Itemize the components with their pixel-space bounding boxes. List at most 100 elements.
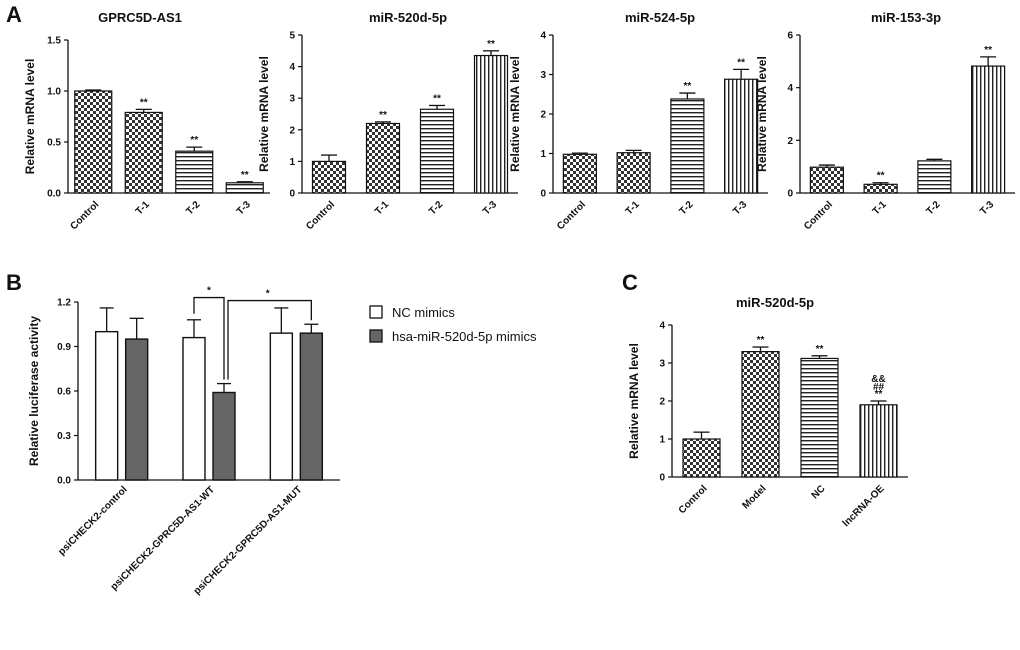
category-label: T-3 (731, 199, 749, 217)
category-label: T-2 (677, 199, 695, 217)
bar-t-3 (473, 54, 509, 194)
chart-title: miR-524-5p (625, 10, 695, 25)
bar-control (809, 166, 844, 194)
category-label: psiCHECK2-control (56, 484, 130, 558)
category-label: T-1 (134, 199, 152, 217)
y-tick-label: 0.9 (57, 342, 71, 353)
significance-mark: ** (984, 45, 992, 56)
bar-t-2 (175, 150, 214, 194)
y-tick-label: 0.5 (47, 138, 61, 149)
category-label: psiCHECK2-GPRC5D-AS1-WT (109, 484, 217, 592)
category-label: T-2 (427, 199, 445, 217)
bar-psicheck2-gprc5d-as1-wt-nc-mimics (182, 336, 206, 481)
category-label: T-3 (481, 199, 499, 217)
y-tick-label: 4 (659, 321, 665, 332)
bar-psicheck2-control-hsa-mir-520d-5p-mimics (124, 338, 149, 481)
bar-t-2 (419, 108, 455, 194)
y-tick-label: 1 (659, 435, 665, 446)
significance-mark-hash: ## (873, 382, 885, 393)
category-label: T-1 (871, 199, 889, 217)
category-label: T-2 (924, 199, 942, 217)
panel-label-a: A (6, 2, 22, 27)
significance-mark: ** (241, 170, 249, 181)
legend-label-hsa-mir-520d-5p-mimics: hsa-miR-520d-5p mimics (392, 329, 537, 344)
bar-lncrna-oe (859, 404, 898, 478)
category-label: lncRNA-OE (841, 483, 887, 529)
legend-swatch-nc-mimics (369, 305, 383, 319)
chart-mir-520d-5p: miR-520d-5p 0 1 2 3 4 5 Relative mRNA level Cont… (257, 10, 518, 232)
significance-mark: ** (875, 389, 883, 400)
y-tick-label: 0.0 (57, 476, 71, 487)
category-label: NC (810, 483, 828, 501)
bar-psicheck2-control-nc-mimics (94, 330, 119, 481)
bracket-label: * (266, 289, 270, 300)
significance-mark: ** (190, 135, 198, 146)
y-tick-label: 6 (787, 31, 793, 42)
category-label: T-3 (235, 199, 253, 217)
significance-mark: ** (433, 93, 441, 104)
chart-gprc5d-as1: GPRC5D-AS1 0.0 0.5 1.0 1.5 Relative mRNA leve… (23, 10, 270, 232)
chart-mir-520d-5p-c: miR-520d-5p 0 1 2 3 4 Relative mRNA level Contr… (627, 295, 908, 529)
category-label: T-1 (373, 199, 391, 217)
chart-title: miR-520d-5p (736, 295, 814, 310)
significance-mark: ** (379, 110, 387, 121)
bar-t-1 (863, 183, 898, 194)
y-tick-label: 3 (289, 94, 295, 105)
y-tick-label: 4 (787, 83, 793, 94)
significance-bracket (227, 299, 312, 380)
y-tick-label: 1.0 (47, 87, 61, 98)
bar-t-1 (365, 122, 401, 194)
y-tick-label: 4 (540, 31, 546, 42)
y-tick-label: 3 (659, 359, 665, 370)
y-tick-label: 0 (659, 473, 665, 484)
panel-label-b: B (6, 270, 22, 295)
significance-mark: ** (140, 97, 148, 108)
y-axis-title: Relative mRNA level (627, 343, 641, 459)
bar-control (74, 90, 113, 194)
chart-title: miR-520d-5p (369, 10, 447, 25)
y-tick-label: 0 (787, 189, 793, 200)
y-tick-label: 0 (289, 189, 295, 200)
y-tick-label: 4 (289, 62, 295, 73)
category-label: Control (555, 199, 588, 232)
bar-t-3 (724, 78, 759, 194)
significance-mark: ** (683, 81, 691, 92)
y-tick-label: 1 (540, 149, 546, 160)
bar-nc (800, 357, 839, 478)
y-tick-label: 2 (540, 110, 546, 121)
significance-mark: ** (737, 57, 745, 68)
bar-model (741, 351, 780, 478)
y-tick-label: 3 (540, 70, 546, 81)
category-label: Control (68, 199, 101, 232)
bar-control (562, 153, 597, 194)
y-axis-title: Relative mRNA level (257, 56, 271, 172)
y-tick-label: 0.0 (47, 189, 61, 200)
chart-title: miR-153-3p (871, 10, 941, 25)
bar-t-3 (971, 65, 1006, 194)
y-tick-label: 2 (289, 125, 295, 136)
chart-mir-153-3p: miR-153-3p 0 2 4 6 Relative mRNA level Control… (755, 10, 1015, 232)
bar-t-2 (670, 98, 705, 194)
bar-t-2 (917, 160, 952, 194)
y-axis-title: Relative mRNA level (755, 56, 769, 172)
y-tick-label: 0.6 (57, 387, 71, 398)
y-axis-title: Relative luciferase activity (27, 316, 41, 466)
category-label: Control (304, 199, 337, 232)
bar-control (682, 438, 721, 478)
y-axis-title: Relative mRNA level (23, 59, 37, 175)
legend-swatch-hsa-mir-520d-5p-mimics (369, 329, 383, 343)
y-tick-label: 1 (289, 157, 295, 168)
significance-bracket (193, 296, 225, 380)
significance-mark: ** (816, 344, 824, 355)
bar-t-1 (124, 111, 163, 194)
y-tick-label: 5 (289, 31, 295, 42)
category-label: Model (740, 483, 768, 511)
category-label: T-3 (978, 199, 996, 217)
category-label: Control (802, 199, 835, 232)
y-tick-label: 1.2 (57, 298, 71, 309)
category-label: Control (677, 483, 710, 516)
y-tick-label: 0 (540, 189, 546, 200)
category-label: T-2 (184, 199, 202, 217)
y-tick-label: 0.3 (57, 431, 71, 442)
